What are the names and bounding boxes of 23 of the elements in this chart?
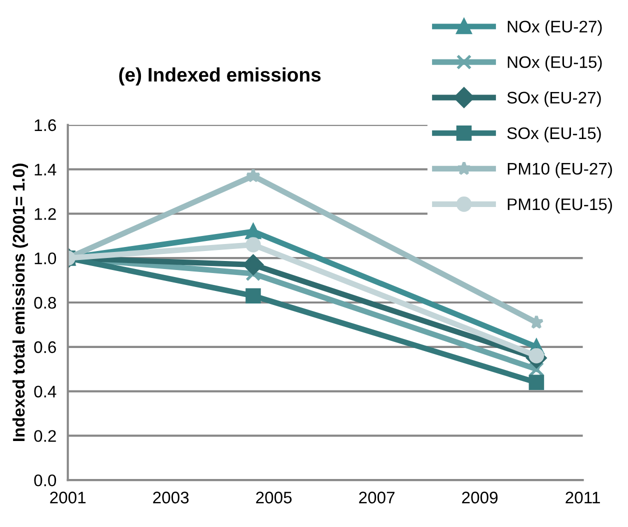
legend-label: NOx (EU-15) xyxy=(508,56,602,72)
y-tick-label: 1.6 xyxy=(34,119,56,132)
x-tick-label: 2007 xyxy=(359,492,395,504)
chart-title: (e) Indexed emissions xyxy=(119,67,321,86)
y-axis-title: Indexed total emissions (2001= 1.0) xyxy=(12,164,28,442)
legend-label: SOx (EU-15) xyxy=(507,126,601,142)
legend-label: PM10 (EU-15) xyxy=(508,198,612,214)
x-tick-label: 2003 xyxy=(153,492,189,504)
x-tick-label: 2001 xyxy=(50,492,86,504)
y-tick-label: 0.4 xyxy=(34,386,56,398)
x-tick-label: 2011 xyxy=(566,492,600,504)
x-tick-label: 2009 xyxy=(462,492,498,504)
y-tick-label: 1.0 xyxy=(34,252,56,264)
y-tick-label: 0.0 xyxy=(34,474,56,486)
legend-label: PM10 (EU-27) xyxy=(508,162,612,178)
y-tick-label: 0.2 xyxy=(34,430,56,442)
x-tick-label: 2005 xyxy=(256,492,292,504)
legend-label: SOx (EU-27) xyxy=(507,91,601,107)
y-tick-label: 0.6 xyxy=(34,341,56,354)
y-tick-label: 1.4 xyxy=(34,164,56,176)
legend-label: NOx (EU-27) xyxy=(508,20,602,36)
y-tick-label: 1.2 xyxy=(34,208,56,220)
y-tick-label: 0.8 xyxy=(34,296,56,309)
